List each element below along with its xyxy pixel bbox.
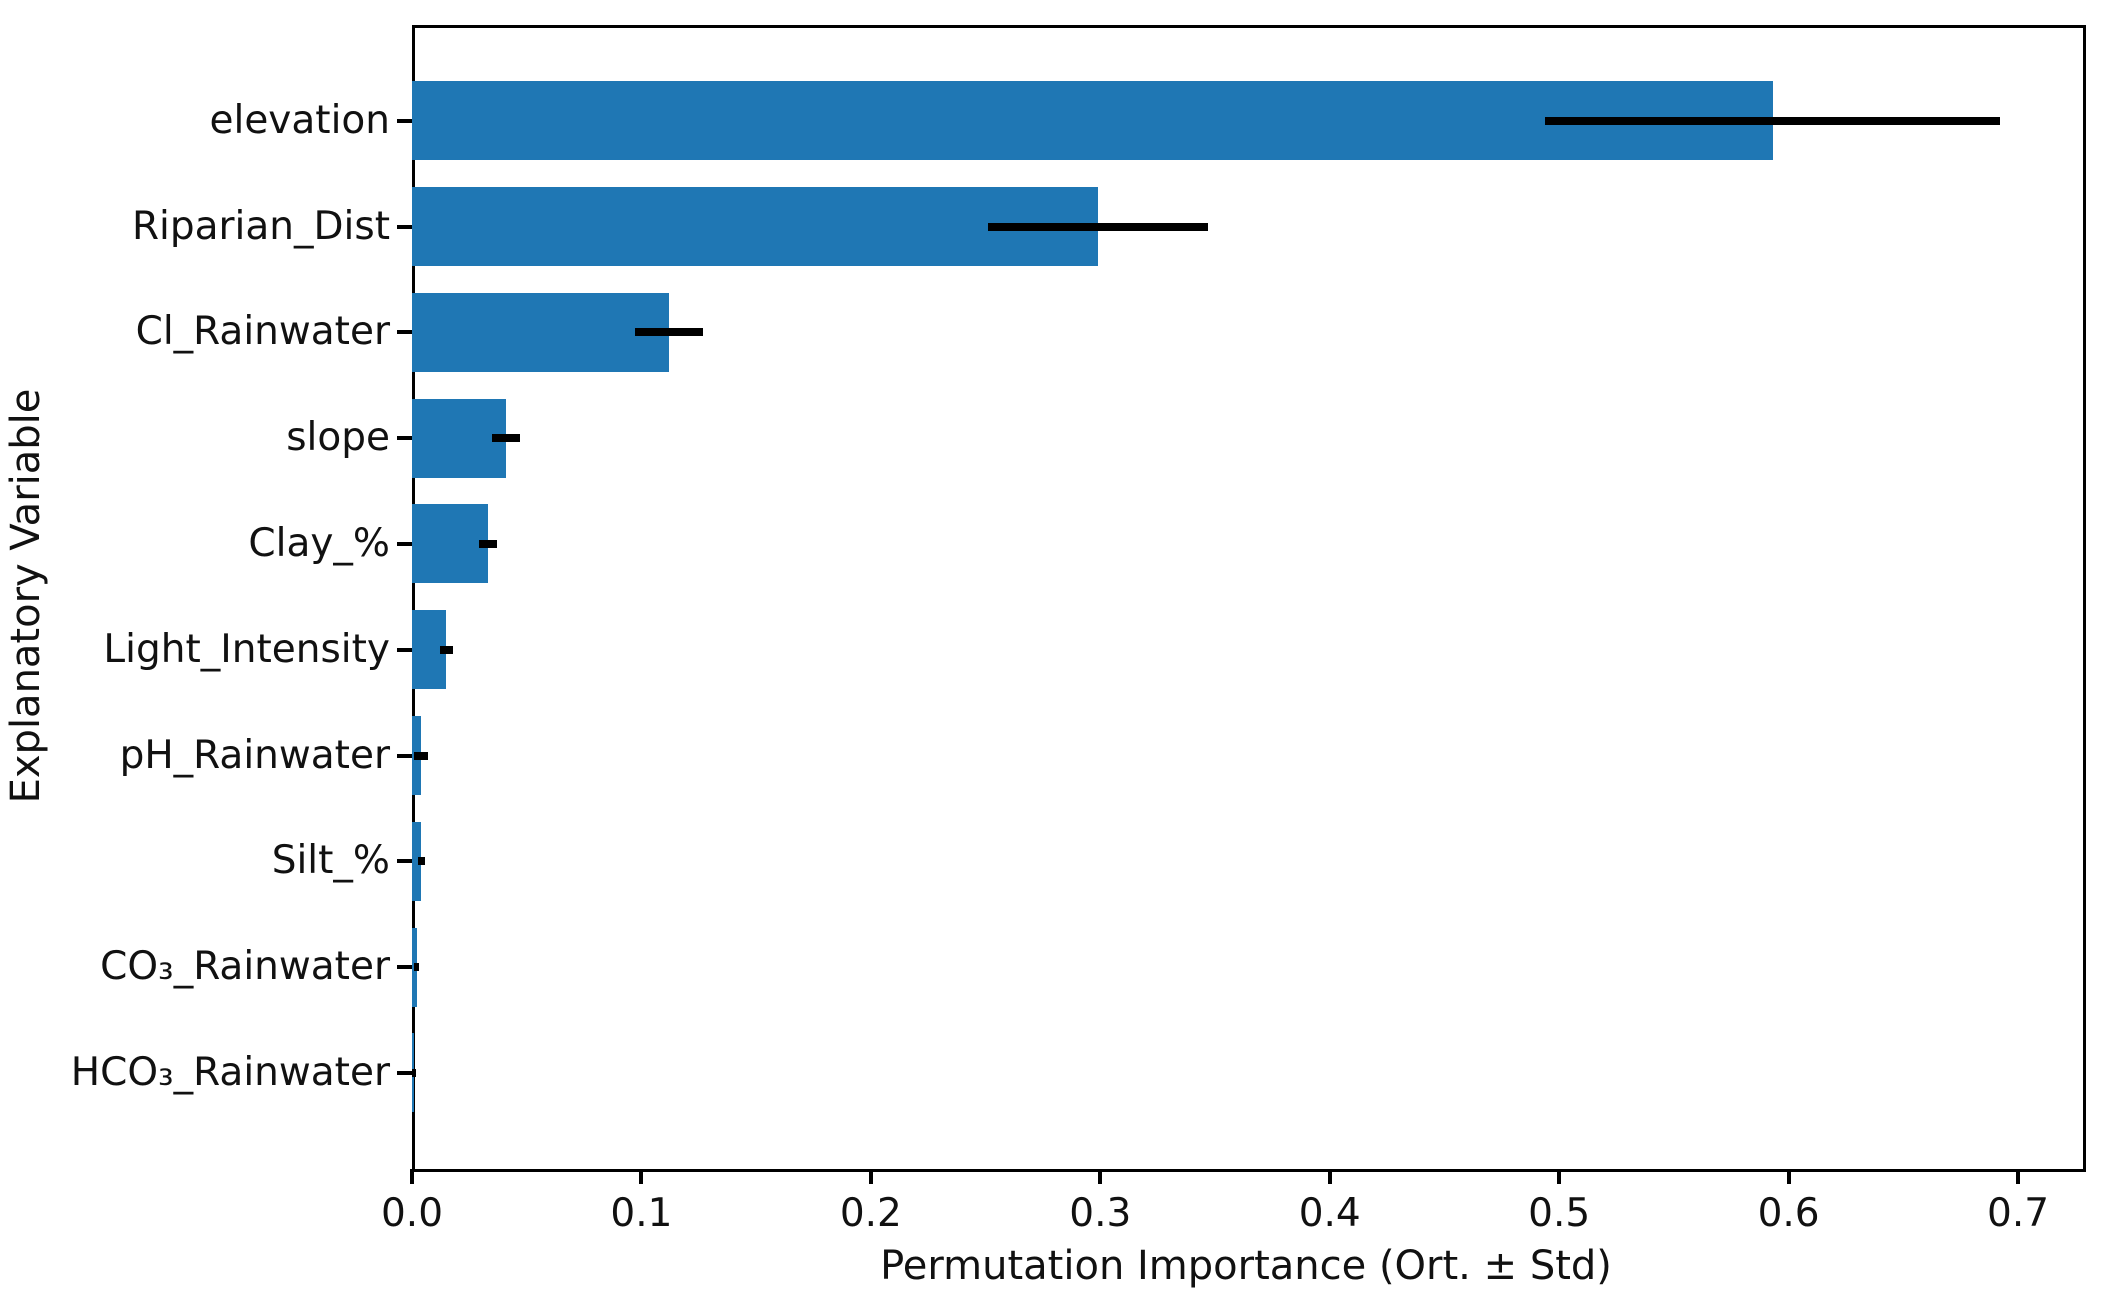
y-tick-mark — [397, 436, 412, 441]
x-tick-mark — [410, 1169, 414, 1184]
error-bar-CO₃_Rainwater — [414, 963, 419, 972]
x-tick-mark — [868, 1169, 873, 1184]
x-tick-label-0.3: 0.3 — [1069, 1191, 1132, 1236]
x-tick-label-0.7: 0.7 — [1987, 1191, 2050, 1236]
bar-Riparian_Dist — [412, 187, 1098, 266]
y-tick-label-HCO₃_Rainwater: HCO₃_Rainwater — [70, 1049, 390, 1095]
error-bar-pH_Rainwater — [414, 751, 429, 760]
bar-slope — [412, 398, 507, 478]
x-tick-label-0.4: 0.4 — [1298, 1191, 1361, 1236]
error-bar-slope — [492, 434, 520, 443]
y-tick-mark — [397, 118, 412, 123]
y-tick-label-Light_Intensity: Light_Intensity — [103, 626, 390, 672]
bar-Clay_% — [412, 504, 488, 584]
error-bar-Cl_Rainwater — [634, 328, 704, 337]
y-tick-label-Riparian_Dist: Riparian_Dist — [131, 203, 390, 249]
error-bar-Silt_% — [417, 857, 425, 866]
y-tick-mark — [397, 753, 412, 758]
error-bar-Riparian_Dist — [987, 222, 1209, 231]
y-tick-mark — [397, 224, 412, 229]
x-tick-label-0.5: 0.5 — [1528, 1191, 1591, 1236]
y-tick-label-slope: slope — [286, 415, 390, 461]
y-tick-label-Cl_Rainwater: Cl_Rainwater — [135, 309, 390, 355]
x-tick-mark — [2016, 1169, 2021, 1184]
x-tick-mark — [639, 1169, 644, 1184]
error-bar-Clay_% — [478, 539, 497, 548]
x-tick-label-0.2: 0.2 — [839, 1191, 902, 1236]
error-bar-Light_Intensity — [439, 645, 454, 654]
x-tick-mark — [1786, 1169, 1791, 1184]
y-tick-mark — [397, 330, 412, 335]
x-tick-mark — [1557, 1169, 1562, 1184]
bar-Cl_Rainwater — [412, 292, 669, 372]
error-bar-HCO₃_Rainwater — [412, 1068, 417, 1077]
x-tick-mark — [1327, 1169, 1332, 1184]
y-tick-label-Silt_%: Silt_% — [271, 838, 390, 884]
bar-Silt_% — [412, 821, 422, 901]
x-axis-title: Permutation Importance (Ort. ± Std) — [880, 1243, 1612, 1289]
y-tick-label-Clay_%: Clay_% — [248, 520, 390, 566]
y-tick-label-elevation: elevation — [209, 97, 390, 143]
y-tick-mark — [397, 859, 412, 864]
y-tick-mark — [397, 1070, 412, 1075]
y-tick-label-pH_Rainwater: pH_Rainwater — [119, 732, 390, 778]
y-tick-mark — [397, 647, 412, 652]
x-tick-label-0.0: 0.0 — [380, 1191, 444, 1236]
x-tick-label-0.1: 0.1 — [610, 1191, 673, 1236]
y-tick-label-CO₃_Rainwater: CO₃_Rainwater — [100, 944, 390, 990]
x-tick-mark — [1098, 1169, 1103, 1184]
error-bar-elevation — [1545, 116, 2000, 125]
y-tick-mark — [397, 541, 412, 546]
x-tick-label-0.6: 0.6 — [1757, 1191, 1820, 1236]
y-axis-title: Explanatory Variable — [3, 388, 49, 804]
y-tick-mark — [397, 965, 412, 970]
